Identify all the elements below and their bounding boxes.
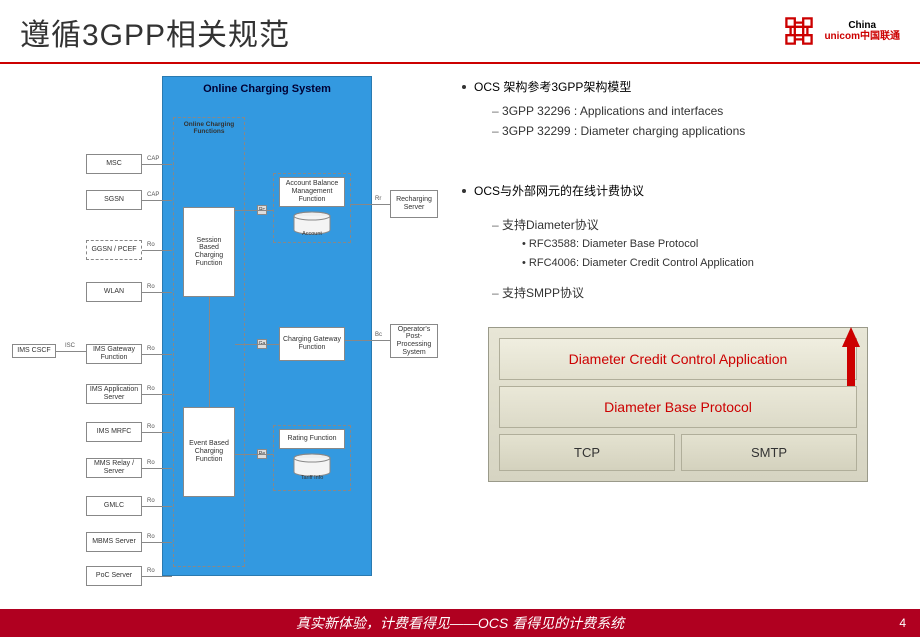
content-area: Online Charging System Online Charging F… [0,64,920,582]
bullet-1: OCS 架构参考3GPP架构模型 [462,78,908,95]
page-number: 4 [899,616,906,630]
protocol-label: Ro [146,284,156,290]
bc-label: Bc [374,332,383,338]
left-node: WLAN [86,282,142,302]
bullet-2: OCS与外部网元的在线计费协议 [462,182,908,199]
sbcf-box: Session Based Charging Function [183,207,235,297]
left-node: IMS Gateway Function [86,344,142,364]
rr-label: Rr [374,196,382,202]
page-title: 遵循3GPP相关规范 [20,10,290,54]
protocol-label: Ro [146,460,156,466]
left-node: GMLC [86,496,142,516]
architecture-diagram: Online Charging System Online Charging F… [12,72,442,582]
isc-label: ISC [64,343,76,349]
ops-box: Operator's Post- Processing System [390,324,438,358]
bullet-1a: 3GPP 32296 : Applications and interfaces [492,101,908,121]
text-content: OCS 架构参考3GPP架构模型 3GPP 32296 : Applicatio… [462,72,908,582]
rating-box: Rating Function [279,429,345,449]
stack-layer-dcca: Diameter Credit Control Application [499,338,857,380]
left-node: MBMS Server [86,532,142,552]
stack-tcp: TCP [499,434,675,471]
protocol-label: Ro [146,424,156,430]
logo-text: China unicom中国联通 [824,20,900,42]
protocol-label: CAP [146,192,160,198]
stack-bottom-row: TCP SMTP [499,434,857,471]
bullet-2a2: RFC4006: Diameter Credit Control Applica… [522,254,908,273]
bullet-2b: 支持SMPP协议 [492,283,908,303]
account-label: Account [291,231,333,237]
bullet-1b: 3GPP 32299 : Diameter charging applicati… [492,121,908,141]
left-node: PoC Server [86,566,142,586]
abmf-box: Account Balance Management Function [279,177,345,207]
ims-cscf-box: IMS CSCF [12,344,56,358]
protocol-label: Ro [146,568,156,574]
protocol-label: Ro [146,534,156,540]
recharging-server-box: Recharging Server [390,190,438,218]
cgf-box: Charging Gateway Function [279,327,345,361]
unicom-knot-icon [778,10,820,52]
header: 遵循3GPP相关规范 China unicom中国联通 [0,0,920,64]
logo: China unicom中国联通 [778,10,900,52]
protocol-stack: Diameter Credit Control Application Diam… [488,327,868,482]
footer-text: 真实新体验，计费看得见——OCS 看得见的计费系统 [296,613,624,633]
stack-layer-base: Diameter Base Protocol [499,386,857,428]
ocf-title: Online Charging Functions [177,121,241,135]
left-node: SGSN [86,190,142,210]
protocol-label: CAP [146,156,160,162]
left-node: GGSN / PCEF [86,240,142,260]
left-node: MSC [86,154,142,174]
left-node: MMS Relay / Server [86,458,142,478]
left-node: IMS Application Server [86,384,142,404]
tariff-label: Tariff Info [291,475,333,481]
bullet-2a: 支持Diameter协议 [492,215,908,235]
ocs-container: Online Charging System Online Charging F… [162,76,372,576]
protocol-label: Ro [146,498,156,504]
footer-bar: 真实新体验，计费看得见——OCS 看得见的计费系统 4 [0,609,920,637]
bullet-2a1: RFC3588: Diameter Base Protocol [522,235,908,254]
protocol-label: Ro [146,346,156,352]
left-node: IMS MRFC [86,422,142,442]
ocs-title: Online Charging System [163,83,371,95]
protocol-label: Ro [146,386,156,392]
stack-smtp: SMTP [681,434,857,471]
protocol-label: Ro [146,242,156,248]
ebcf-box: Event Based Charging Function [183,407,235,497]
